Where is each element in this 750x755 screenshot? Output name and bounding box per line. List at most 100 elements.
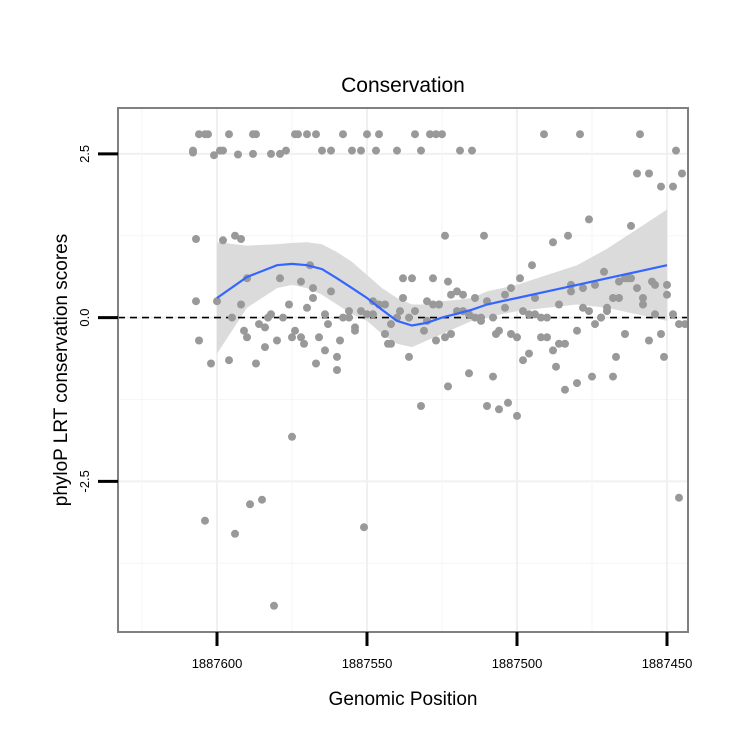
data-point <box>645 169 653 178</box>
data-point <box>603 307 611 316</box>
data-point <box>381 330 389 338</box>
data-point <box>504 398 512 407</box>
data-point <box>480 231 488 240</box>
data-point <box>585 307 593 316</box>
data-point <box>258 495 266 504</box>
data-point <box>357 146 365 155</box>
data-point <box>633 169 641 178</box>
data-point <box>555 339 563 348</box>
data-point <box>489 313 497 322</box>
data-point <box>336 336 344 345</box>
data-point <box>561 339 569 348</box>
data-point <box>405 352 413 361</box>
data-point <box>369 310 377 319</box>
data-point <box>312 359 320 368</box>
x-tick-label: 1887550 <box>342 656 393 671</box>
data-point <box>537 333 545 342</box>
data-point <box>300 339 308 348</box>
axes-layer: 1887600 1887550 1887500 1887450 2.5 0.0 -2.5 <box>77 145 692 671</box>
data-point <box>555 300 563 309</box>
data-point <box>441 333 449 342</box>
data-point <box>468 146 476 155</box>
data-point <box>237 235 245 243</box>
data-point <box>219 236 227 245</box>
data-point <box>417 146 425 155</box>
data-point <box>564 231 572 240</box>
data-point <box>315 333 323 342</box>
data-point <box>237 300 245 309</box>
data-point <box>363 310 371 319</box>
data-point <box>348 146 356 155</box>
y-tick-label: -2.5 <box>77 470 92 492</box>
data-point <box>267 310 275 319</box>
data-point <box>645 336 653 345</box>
data-point <box>513 333 521 342</box>
data-point <box>345 313 353 322</box>
data-point <box>381 300 389 309</box>
data-point <box>465 369 473 378</box>
data-point <box>519 356 527 365</box>
data-point <box>204 130 212 139</box>
data-point <box>399 274 407 283</box>
data-point <box>267 149 275 158</box>
data-point <box>636 130 644 139</box>
data-point <box>192 297 200 306</box>
chart-title: Conservation <box>341 74 465 97</box>
data-point <box>297 333 305 342</box>
data-point <box>543 333 551 342</box>
data-point <box>567 287 575 296</box>
y-axis-title: phyloP LRT conservation scores <box>51 234 72 507</box>
data-point <box>543 313 551 322</box>
data-point <box>345 307 353 316</box>
data-point <box>600 267 608 276</box>
data-point <box>438 130 446 139</box>
smooth-curve <box>216 262 668 327</box>
x-tick-label: 1887450 <box>642 656 693 671</box>
data-point <box>552 362 560 371</box>
data-point <box>576 130 584 139</box>
data-point <box>207 359 215 368</box>
data-point <box>393 146 401 155</box>
data-point <box>540 130 548 139</box>
data-point <box>384 339 392 348</box>
data-point <box>294 130 302 139</box>
data-point <box>399 294 407 302</box>
data-point <box>429 274 437 283</box>
data-point <box>405 313 413 322</box>
data-point <box>339 130 347 139</box>
data-point <box>360 523 368 532</box>
data-point <box>426 130 434 139</box>
data-point <box>483 402 491 410</box>
data-point <box>375 130 383 139</box>
data-point <box>363 130 371 139</box>
data-point <box>261 343 269 352</box>
data-point <box>411 130 419 139</box>
data-point <box>501 303 509 312</box>
data-point <box>519 307 527 316</box>
data-point <box>669 310 677 319</box>
data-point <box>528 261 536 270</box>
data-point <box>231 231 239 240</box>
data-point <box>516 274 524 283</box>
data-point <box>627 221 635 230</box>
data-point <box>282 146 290 155</box>
data-point <box>291 326 299 335</box>
x-tick-label: 1887500 <box>492 656 543 671</box>
data-point <box>270 601 278 610</box>
data-point <box>408 274 416 283</box>
data-point <box>327 146 335 155</box>
data-point <box>444 382 452 391</box>
data-point <box>231 529 239 538</box>
data-point <box>579 284 587 293</box>
smooth-curve-layer <box>216 262 668 327</box>
data-point <box>585 215 593 224</box>
data-point <box>333 352 341 361</box>
data-point <box>333 366 341 374</box>
data-point <box>225 356 233 365</box>
data-point <box>471 294 479 302</box>
data-point <box>213 297 221 306</box>
data-point <box>240 326 248 335</box>
data-point <box>447 330 455 338</box>
data-point <box>615 294 623 302</box>
